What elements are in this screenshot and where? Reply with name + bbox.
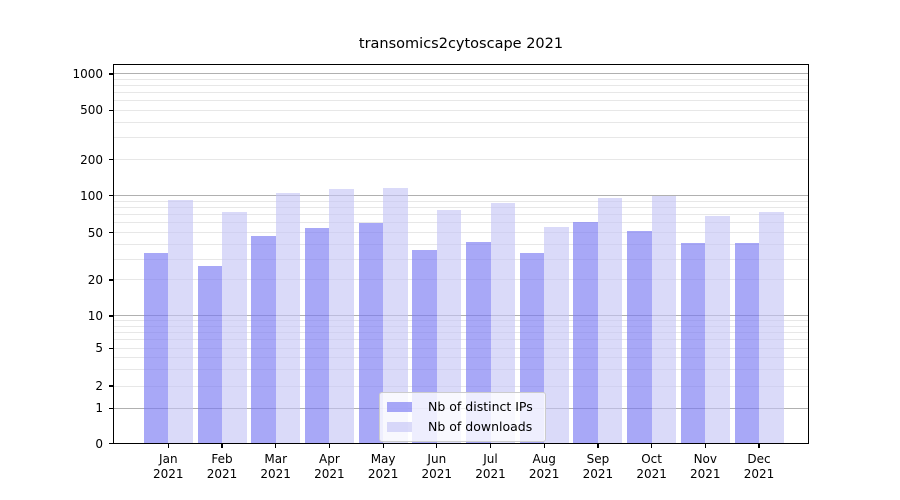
- plot-frame: [113, 63, 809, 444]
- y-tick: [108, 347, 113, 349]
- x-tick: [704, 443, 706, 448]
- bar-downloads-mar: [275, 193, 301, 444]
- x-tick-label-aug: Aug 2021: [528, 451, 560, 482]
- minor-gridline: [113, 100, 809, 102]
- bar-downloads-jan: [168, 199, 193, 444]
- y-tick-label: 20: [87, 272, 103, 287]
- x-tick: [275, 443, 277, 448]
- y-tick: [108, 159, 113, 161]
- y-tick-label: 50: [87, 225, 103, 240]
- y-tick: [108, 315, 113, 317]
- legend-swatch-downloads: [387, 421, 412, 432]
- x-tick-label-dec: Dec 2021: [743, 451, 775, 482]
- x-tick-label-sep: Sep 2021: [582, 451, 614, 482]
- x-tick-label-mar: Mar 2021: [260, 451, 291, 482]
- x-tick-label-jul: Jul 2021: [475, 451, 506, 482]
- y-tick-label: 1: [95, 401, 103, 416]
- bar-distinct-ips-apr: [304, 227, 330, 444]
- y-tick-label: 2: [95, 379, 103, 393]
- legend-row-downloads: Nb of downloads: [387, 417, 533, 437]
- y-tick-label: 0: [95, 436, 103, 451]
- minor-gridline: [113, 159, 809, 161]
- minor-gridline: [113, 109, 809, 111]
- legend: Nb of distinct IPs Nb of downloads: [379, 391, 546, 442]
- y-tick-label: 1000: [72, 66, 103, 81]
- major-gridline: [113, 195, 809, 197]
- legend-row-distinct-ips: Nb of distinct IPs: [387, 397, 533, 417]
- chart-title: transomics2cytoscape 2021: [358, 36, 564, 52]
- minor-gridline: [113, 121, 809, 123]
- y-tick: [108, 232, 113, 234]
- x-tick: [382, 443, 384, 448]
- x-tick: [167, 443, 169, 448]
- x-tick-label-may: May 2021: [367, 451, 399, 482]
- legend-swatch-distinct-ips: [387, 401, 412, 412]
- bar-distinct-ips-oct: [627, 230, 652, 444]
- x-tick: [436, 443, 438, 448]
- y-tick: [108, 73, 113, 75]
- y-tick: [108, 109, 113, 111]
- y-tick-label: 100: [80, 188, 103, 203]
- legend-label-downloads: Nb of downloads: [428, 419, 533, 434]
- major-gridline: [113, 73, 809, 75]
- x-tick-label-apr: Apr 2021: [314, 451, 345, 482]
- minor-gridline: [113, 207, 809, 209]
- x-tick-label-oct: Oct 2021: [636, 451, 667, 482]
- y-tick: [108, 279, 113, 281]
- minor-gridline: [113, 200, 809, 202]
- minor-gridline: [113, 137, 809, 139]
- bar-downloads-apr: [329, 188, 354, 444]
- minor-gridline: [113, 79, 809, 80]
- y-tick: [108, 385, 113, 387]
- x-tick-label-nov: Nov 2021: [690, 451, 721, 482]
- bar-distinct-ips-feb: [197, 266, 222, 444]
- minor-gridline: [113, 92, 809, 94]
- x-tick: [651, 443, 653, 448]
- plot-area: Nb of distinct IPs Nb of downloads: [113, 63, 809, 444]
- x-tick: [543, 443, 545, 448]
- y-tick-label: 500: [80, 103, 103, 118]
- bar-downloads-aug: [544, 226, 569, 444]
- bar-downloads-dec: [759, 211, 784, 444]
- x-tick: [597, 443, 599, 448]
- bar-downloads-sep: [597, 197, 623, 444]
- bar-downloads-feb: [222, 211, 247, 444]
- bar-downloads-nov: [705, 215, 730, 444]
- x-tick: [489, 443, 492, 448]
- bar-distinct-ips-jan: [143, 252, 169, 444]
- x-tick: [221, 443, 223, 448]
- bar-downloads-oct: [651, 195, 677, 444]
- y-tick: [108, 407, 113, 409]
- bar-distinct-ips-sep: [573, 222, 598, 444]
- x-tick-label-jun: Jun 2021: [421, 451, 453, 482]
- legend-label-distinct-ips: Nb of distinct IPs: [428, 399, 533, 414]
- x-tick-label-jan: Jan 2021: [153, 451, 184, 482]
- bar-distinct-ips-nov: [680, 242, 706, 444]
- y-tick: [108, 195, 113, 197]
- y-tick-label: 10: [87, 309, 103, 323]
- x-tick: [758, 443, 760, 448]
- x-tick: [328, 443, 331, 448]
- minor-gridline: [113, 85, 809, 87]
- y-tick-label: 5: [95, 341, 103, 356]
- bar-distinct-ips-mar: [251, 235, 276, 444]
- y-tick: [108, 442, 113, 445]
- x-tick-label-feb: Feb 2021: [206, 451, 238, 482]
- bar-distinct-ips-dec: [734, 242, 759, 444]
- y-tick-label: 200: [80, 152, 103, 167]
